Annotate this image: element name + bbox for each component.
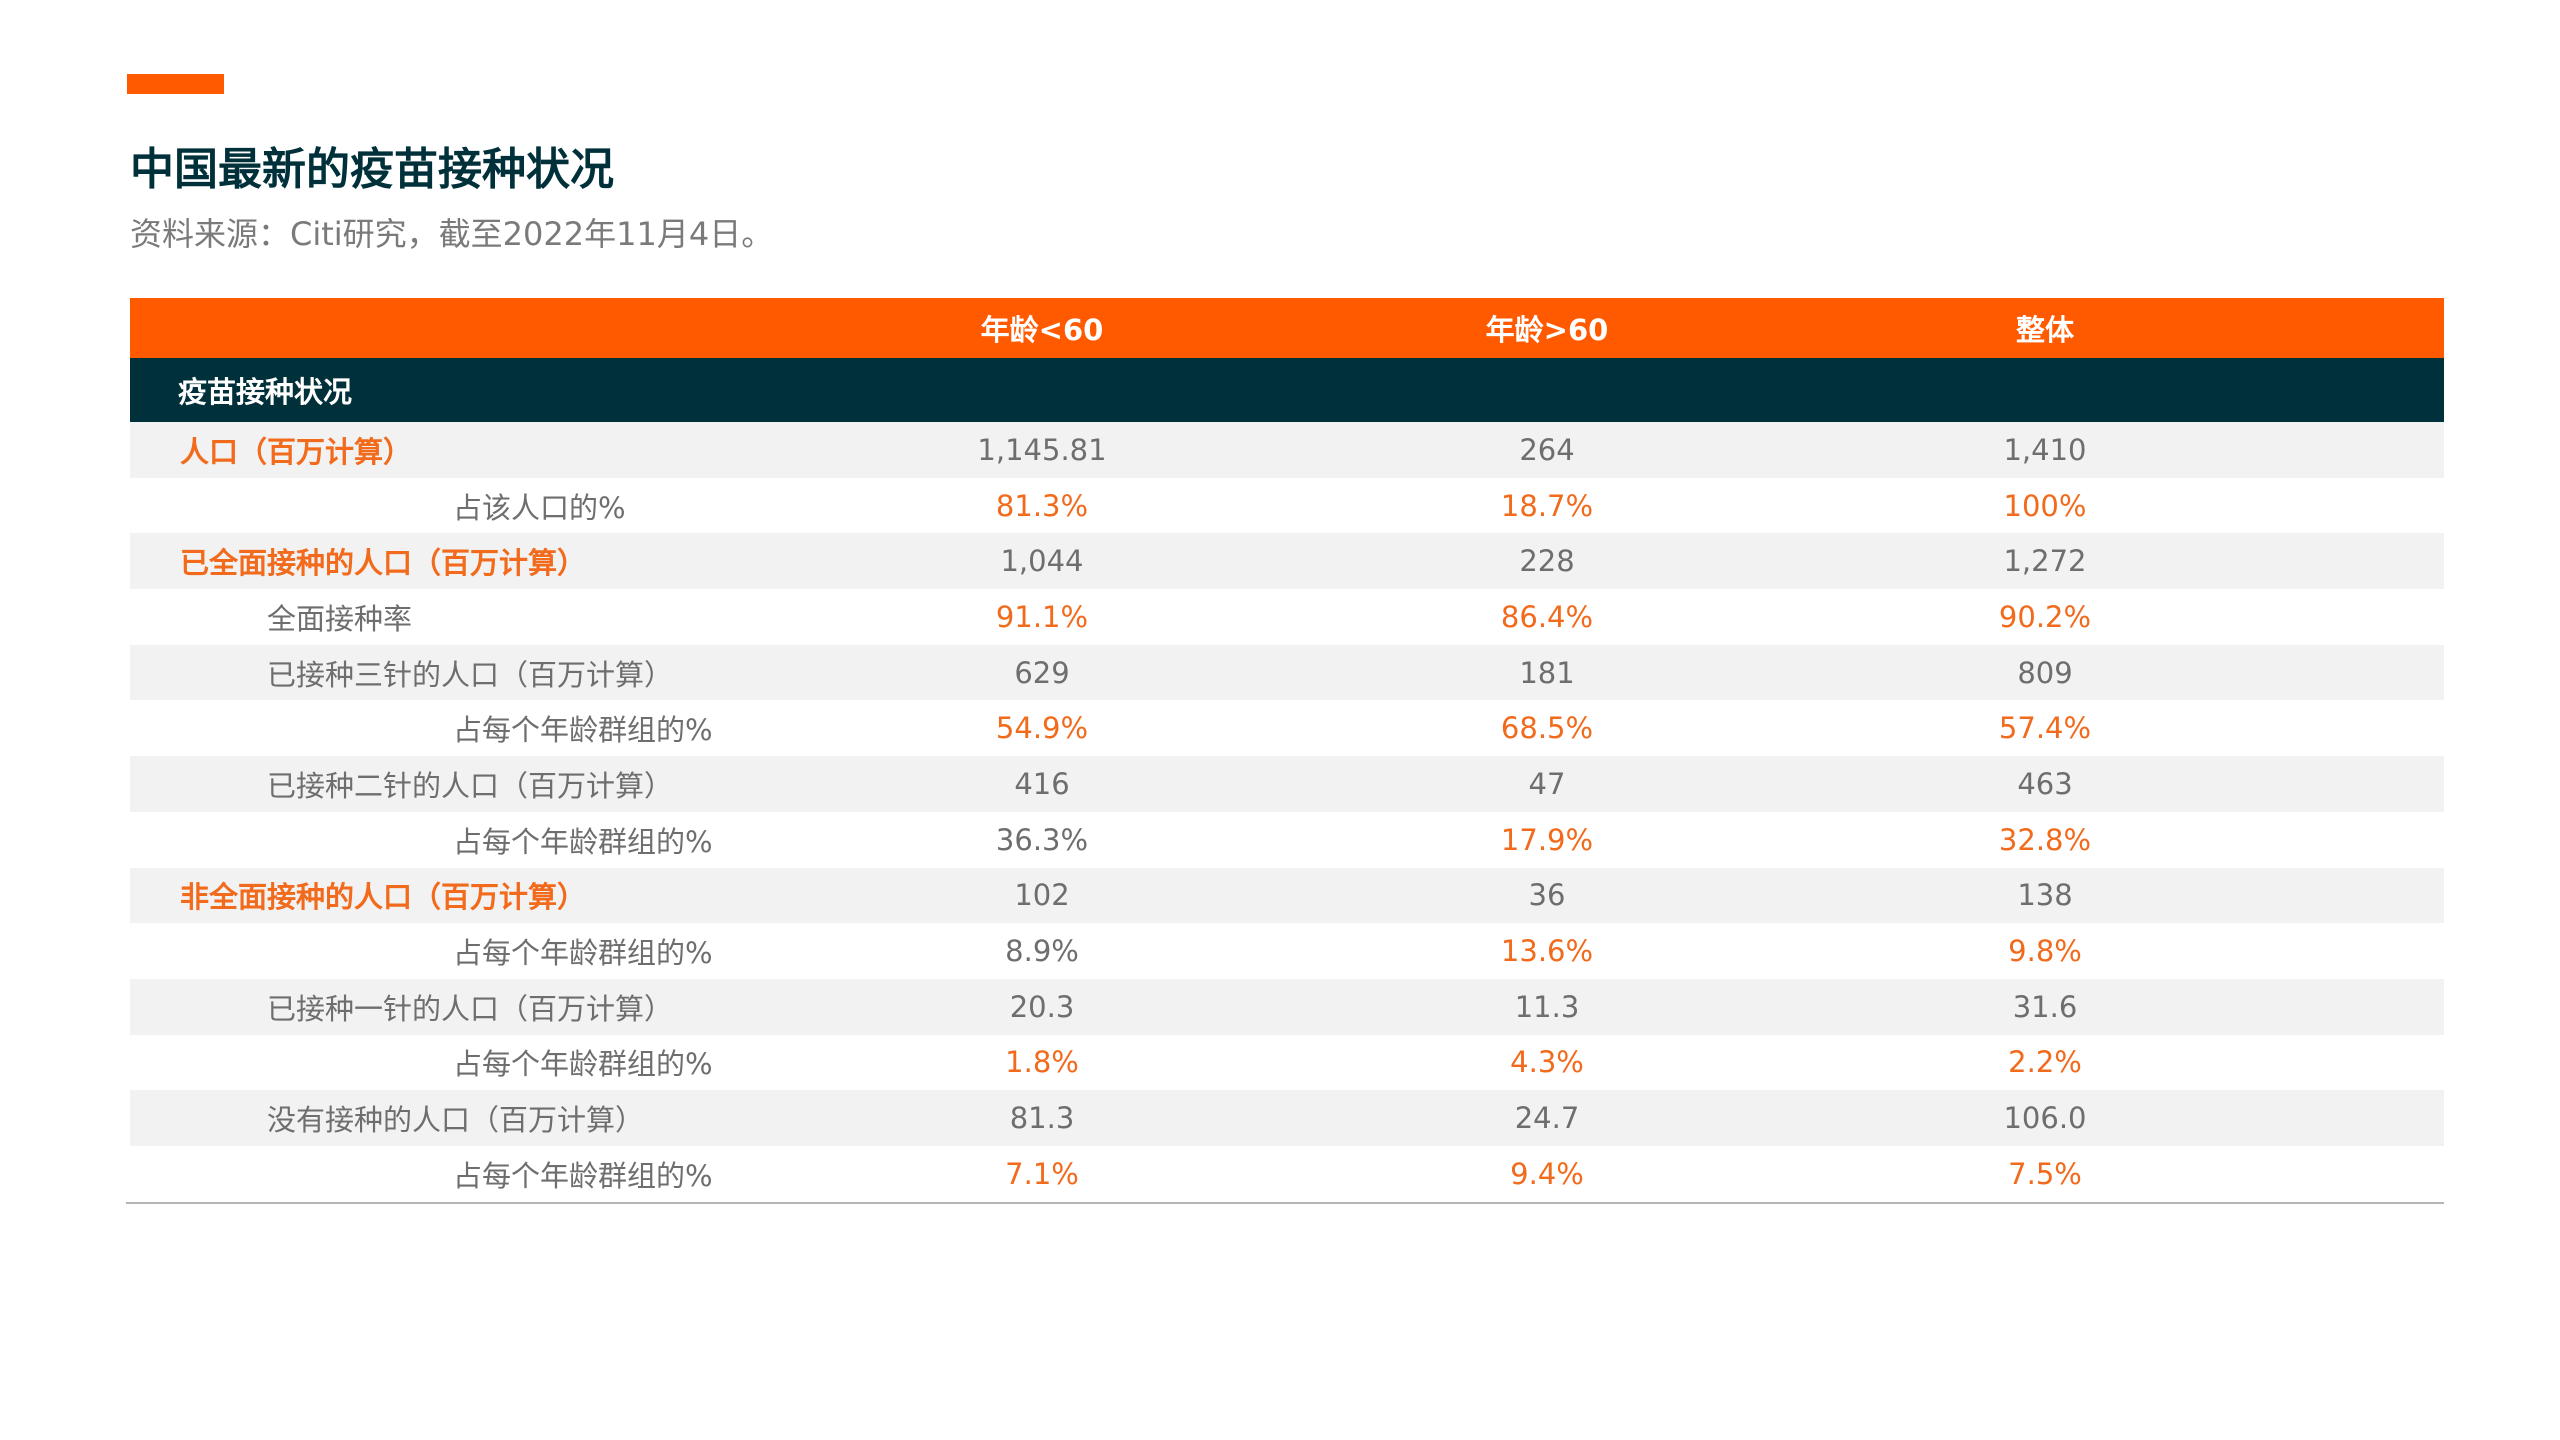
value-cell-overall: 9.8%	[2008, 934, 2082, 969]
value-cell-overall: 138	[2017, 878, 2073, 913]
table-row: 占每个年龄群组的% 54.9% 68.5% 57.4%	[130, 700, 2444, 757]
value-cell-overall: 809	[2017, 655, 2073, 690]
accent-bar	[127, 74, 224, 94]
value-cell-under-60: 102	[1014, 878, 1070, 913]
value-cell-overall: 1,272	[2003, 544, 2087, 579]
value-cell-over-60: 18.7%	[1500, 488, 1594, 523]
value-cell-over-60: 36	[1528, 878, 1566, 913]
value-cell-overall: 1,410	[2003, 432, 2087, 467]
value-cell-over-60: 24.7	[1514, 1101, 1580, 1136]
value-cell-under-60: 1,044	[1000, 544, 1084, 579]
value-cell-over-60: 181	[1519, 655, 1575, 690]
row-label: 占每个年龄群组的%	[453, 936, 713, 971]
table-row: 占每个年龄群组的% 7.1% 9.4% 7.5%	[130, 1145, 2444, 1202]
row-label: 占每个年龄群组的%	[453, 824, 713, 859]
table-row: 已接种一针的人口（百万计算） 20.3 11.3 31.6	[130, 978, 2444, 1035]
row-label: 已全面接种的人口（百万计算）	[180, 546, 587, 581]
chart-subtitle: 资料来源：Citi研究，截至2022年11月4日。	[130, 215, 774, 253]
value-cell-over-60: 68.5%	[1500, 711, 1594, 746]
value-cell-overall: 463	[2017, 766, 2073, 801]
row-label: 没有接种的人口（百万计算）	[267, 1103, 645, 1138]
value-cell-under-60: 81.3%	[995, 488, 1089, 523]
value-cell-over-60: 4.3%	[1510, 1045, 1584, 1080]
value-cell-under-60: 91.1%	[995, 599, 1089, 634]
value-cell-overall: 90.2%	[1998, 599, 2092, 634]
value-cell-over-60: 47	[1528, 766, 1566, 801]
row-label: 占每个年龄群组的%	[453, 1158, 713, 1193]
chart-title: 中国最新的疫苗接种状况	[130, 144, 614, 195]
value-cell-overall: 7.5%	[2008, 1156, 2082, 1191]
value-cell-over-60: 264	[1519, 432, 1575, 467]
column-header-row: 年龄<60 年龄>60 整体	[130, 298, 2444, 358]
table-row: 已全面接种的人口（百万计算） 1,044 228 1,272	[130, 533, 2444, 590]
table-bottom-rule	[126, 1201, 2444, 1204]
row-label: 已接种一针的人口（百万计算）	[267, 991, 674, 1026]
value-cell-under-60: 36.3%	[995, 822, 1089, 857]
value-cell-under-60: 1.8%	[1005, 1045, 1079, 1080]
value-cell-overall: 32.8%	[1998, 822, 2092, 857]
value-cell-over-60: 86.4%	[1500, 599, 1594, 634]
table-row: 已接种三针的人口（百万计算） 629 181 809	[130, 644, 2444, 701]
value-cell-overall: 57.4%	[1998, 711, 2092, 746]
table-row: 占每个年龄群组的% 36.3% 17.9% 32.8%	[130, 811, 2444, 868]
row-label: 占每个年龄群组的%	[453, 1047, 713, 1082]
value-cell-over-60: 228	[1519, 544, 1575, 579]
value-cell-over-60: 11.3	[1514, 989, 1580, 1024]
column-header-under-60: 年龄<60	[980, 313, 1104, 347]
value-cell-under-60: 7.1%	[1005, 1156, 1079, 1191]
table-row: 占该人口的% 81.3% 18.7% 100%	[130, 477, 2444, 534]
value-cell-under-60: 629	[1014, 655, 1070, 690]
value-cell-under-60: 416	[1014, 766, 1070, 801]
table-row: 全面接种率 91.1% 86.4% 90.2%	[130, 589, 2444, 645]
value-cell-overall: 31.6	[2012, 989, 2078, 1024]
section-header-row: 疫苗接种状况	[130, 358, 2444, 422]
table-row: 没有接种的人口（百万计算） 81.3 24.7 106.0	[130, 1090, 2444, 1146]
table-row: 人口（百万计算） 1,145.81 264 1,410	[130, 422, 2444, 478]
row-label: 已接种三针的人口（百万计算）	[267, 657, 674, 692]
value-cell-under-60: 1,145.81	[977, 432, 1107, 467]
row-label: 人口（百万计算）	[180, 434, 413, 469]
row-label: 全面接种率	[267, 601, 413, 636]
column-header-over-60: 年龄>60	[1485, 313, 1609, 347]
row-label: 已接种二针的人口（百万计算）	[267, 768, 674, 803]
table-row: 非全面接种的人口（百万计算） 102 36 138	[130, 867, 2444, 924]
column-header-overall: 整体	[2015, 313, 2074, 347]
value-cell-overall: 100%	[2003, 488, 2087, 523]
value-cell-under-60: 20.3	[1009, 989, 1075, 1024]
table-row: 占每个年龄群组的% 1.8% 4.3% 2.2%	[130, 1034, 2444, 1091]
table-body: 人口（百万计算） 1,145.81 264 1,410 占该人口的% 81.3% 18.7%…	[130, 422, 2444, 1202]
row-label: 占该人口的%	[453, 490, 626, 525]
value-cell-overall: 2.2%	[2008, 1045, 2082, 1080]
value-cell-over-60: 13.6%	[1500, 934, 1594, 969]
data-table: 年龄<60 年龄>60 整体 疫苗接种状况 人口（百万计算） 1,145.81 26…	[126, 298, 2444, 1204]
value-cell-under-60: 81.3	[1009, 1101, 1075, 1136]
value-cell-under-60: 54.9%	[995, 711, 1089, 746]
row-label: 非全面接种的人口（百万计算）	[180, 880, 587, 915]
value-cell-over-60: 17.9%	[1500, 822, 1594, 857]
section-header-label: 疫苗接种状况	[178, 375, 353, 409]
table-row: 已接种二针的人口（百万计算） 416 47 463	[130, 756, 2444, 812]
value-cell-overall: 106.0	[2003, 1101, 2087, 1136]
row-label: 占每个年龄群组的%	[453, 713, 713, 748]
table-row: 占每个年龄群组的% 8.9% 13.6% 9.8%	[130, 923, 2444, 979]
value-cell-over-60: 9.4%	[1510, 1156, 1584, 1191]
value-cell-under-60: 8.9%	[1005, 934, 1079, 969]
